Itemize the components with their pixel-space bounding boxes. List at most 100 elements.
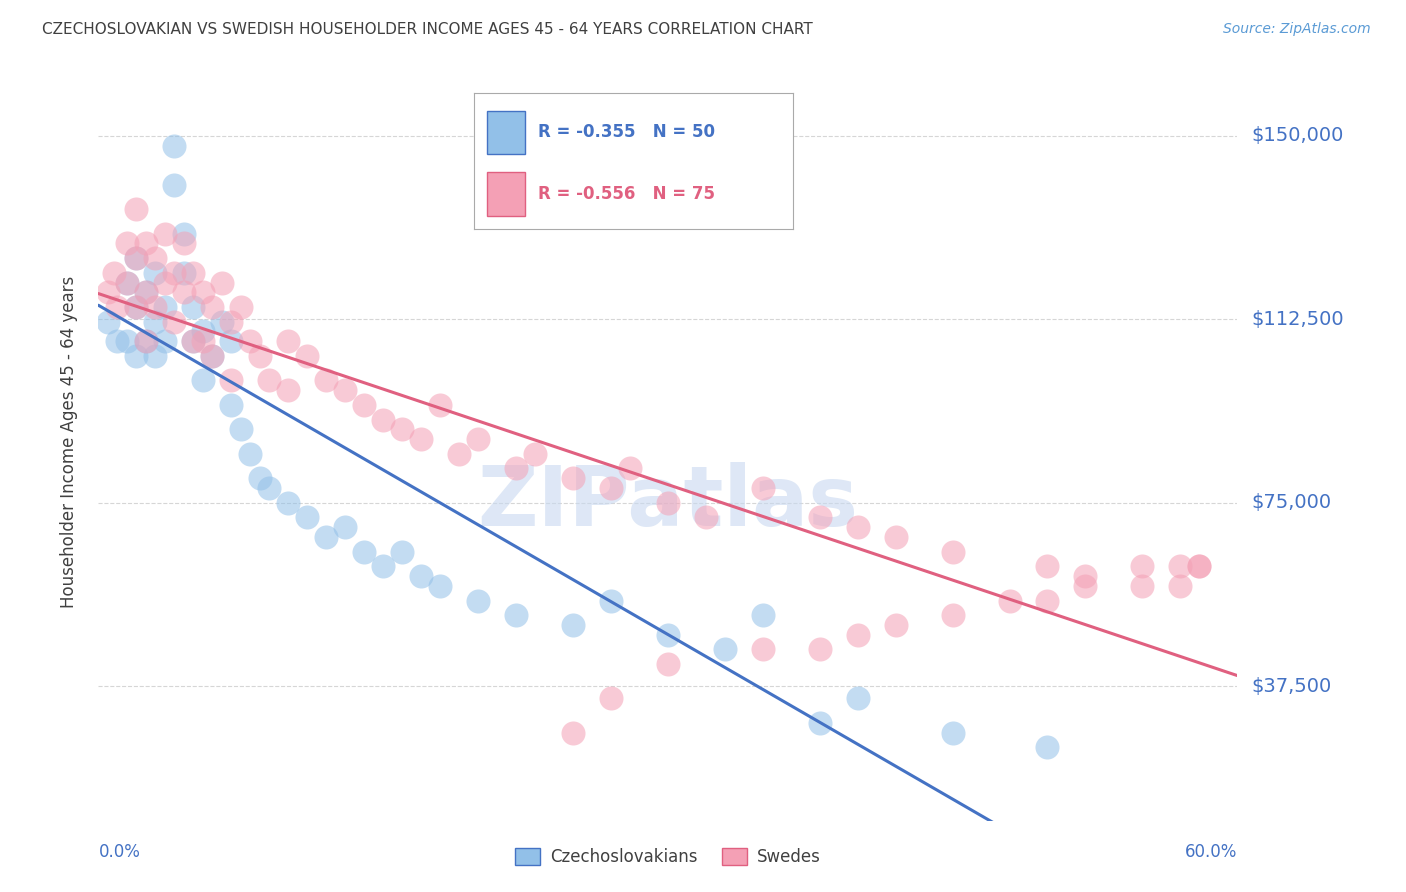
Point <box>125 300 148 314</box>
Point <box>145 315 167 329</box>
Point <box>135 334 157 349</box>
Point <box>695 510 717 524</box>
Text: ZIPatlas: ZIPatlas <box>478 462 858 542</box>
Text: 60.0%: 60.0% <box>1185 844 1237 862</box>
Point <box>371 559 394 574</box>
Point <box>657 628 679 642</box>
Point <box>429 398 451 412</box>
Point <box>163 266 186 280</box>
Point <box>505 461 527 475</box>
Point <box>125 300 148 314</box>
Point <box>600 593 623 607</box>
Point <box>135 236 157 251</box>
Point <box>942 544 965 558</box>
Point <box>411 432 433 446</box>
Point <box>201 349 224 363</box>
Text: $37,500: $37,500 <box>1251 677 1331 696</box>
Point <box>657 657 679 672</box>
Point <box>619 461 641 475</box>
Text: $150,000: $150,000 <box>1251 127 1344 145</box>
Point <box>808 510 831 524</box>
Point <box>808 642 831 657</box>
Point <box>183 300 205 314</box>
Point <box>163 138 186 153</box>
Point <box>846 691 869 706</box>
Point <box>353 544 375 558</box>
Point <box>391 422 413 436</box>
Y-axis label: Householder Income Ages 45 - 64 years: Householder Income Ages 45 - 64 years <box>59 276 77 607</box>
Point <box>752 481 775 495</box>
Point <box>239 447 262 461</box>
Point <box>1188 559 1211 574</box>
Point <box>135 285 157 300</box>
Point <box>201 349 224 363</box>
Point <box>884 530 907 544</box>
Point <box>163 315 186 329</box>
Point <box>221 373 243 387</box>
Point <box>562 618 585 632</box>
Point <box>752 642 775 657</box>
Point <box>221 334 243 349</box>
Point <box>135 334 157 349</box>
Point <box>259 373 281 387</box>
Point <box>600 691 623 706</box>
Point <box>467 432 489 446</box>
Point <box>335 383 357 397</box>
Point <box>846 628 869 642</box>
Point <box>153 276 176 290</box>
Point <box>562 471 585 485</box>
Point <box>173 285 195 300</box>
Point <box>229 300 252 314</box>
Point <box>211 276 233 290</box>
Point <box>846 520 869 534</box>
Point <box>277 383 299 397</box>
Point <box>315 530 337 544</box>
Text: CZECHOSLOVAKIAN VS SWEDISH HOUSEHOLDER INCOME AGES 45 - 64 YEARS CORRELATION CHA: CZECHOSLOVAKIAN VS SWEDISH HOUSEHOLDER I… <box>42 22 813 37</box>
Point <box>998 593 1021 607</box>
Point <box>191 334 214 349</box>
Point <box>145 349 167 363</box>
Point <box>153 334 176 349</box>
Point <box>183 334 205 349</box>
Point <box>297 510 319 524</box>
Point <box>135 285 157 300</box>
Point <box>103 266 125 280</box>
Text: $75,000: $75,000 <box>1251 493 1331 512</box>
Point <box>259 481 281 495</box>
Point <box>1036 593 1059 607</box>
Point <box>505 608 527 623</box>
Point <box>808 715 831 730</box>
Point <box>125 251 148 265</box>
Point <box>173 236 195 251</box>
Point <box>115 276 138 290</box>
Point <box>191 285 214 300</box>
Text: Source: ZipAtlas.com: Source: ZipAtlas.com <box>1223 22 1371 37</box>
Point <box>145 300 167 314</box>
Point <box>297 349 319 363</box>
Point <box>125 251 148 265</box>
Point <box>884 618 907 632</box>
Point <box>391 544 413 558</box>
Point <box>1132 579 1154 593</box>
Point <box>183 266 205 280</box>
Point <box>942 608 965 623</box>
Point <box>173 266 195 280</box>
Point <box>97 315 120 329</box>
Point <box>467 593 489 607</box>
Point <box>221 315 243 329</box>
Point <box>107 300 129 314</box>
Text: $112,500: $112,500 <box>1251 310 1344 329</box>
Point <box>1170 579 1192 593</box>
Point <box>752 608 775 623</box>
Point <box>211 315 233 329</box>
Point <box>1074 579 1097 593</box>
Point <box>115 276 138 290</box>
Text: 0.0%: 0.0% <box>98 844 141 862</box>
Point <box>315 373 337 387</box>
Point <box>1170 559 1192 574</box>
Point <box>249 349 271 363</box>
Point <box>524 447 547 461</box>
Point <box>145 251 167 265</box>
Point <box>229 422 252 436</box>
Point <box>600 481 623 495</box>
